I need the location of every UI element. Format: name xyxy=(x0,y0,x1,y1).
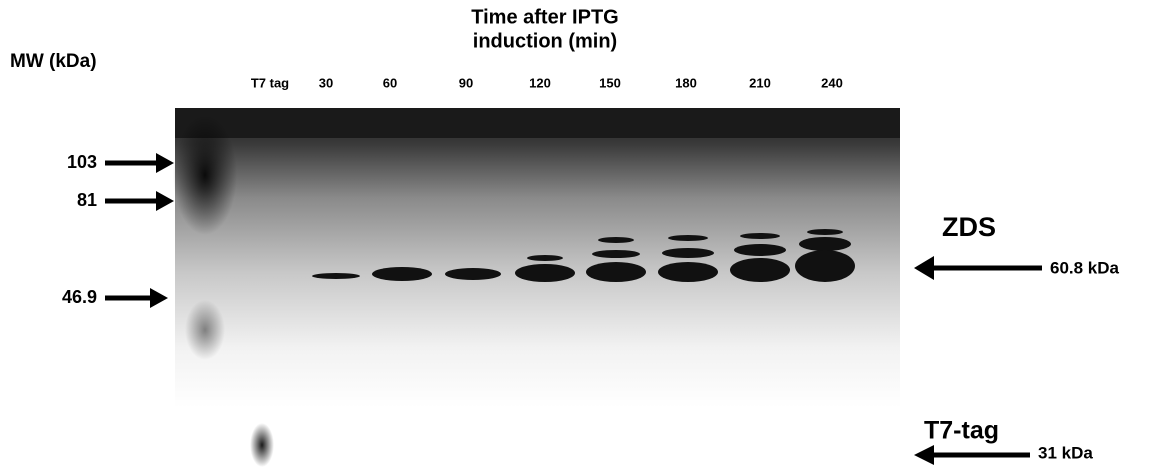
zds-label: ZDS xyxy=(942,212,996,242)
lane-label: 30 xyxy=(319,75,333,90)
lane-label: T7 tag xyxy=(251,75,289,90)
title-line: Time after IPTG xyxy=(471,6,618,28)
arrows xyxy=(105,153,1042,465)
zds-size: 60.8 kDa xyxy=(1050,258,1120,277)
marker-label: 81 xyxy=(77,190,97,210)
lane-label: 120 xyxy=(529,75,551,90)
lane-label: 240 xyxy=(821,75,843,90)
lane-label: 180 xyxy=(675,75,697,90)
lane-label: 90 xyxy=(459,75,473,90)
lane-label: 210 xyxy=(749,75,771,90)
gel xyxy=(173,108,900,467)
mw-label: MW (kDa) xyxy=(10,51,97,72)
lane-label: 150 xyxy=(599,75,621,90)
tag-size: 31 kDa xyxy=(1038,443,1093,462)
tag-label: T7-tag xyxy=(924,417,999,445)
lane-labels: T7 tag 30 60 90 120 150 180 210 240 xyxy=(251,75,843,90)
lane-label: 60 xyxy=(383,75,397,90)
marker-label: 103 xyxy=(67,152,97,172)
marker-label: 46.9 xyxy=(62,287,97,307)
title-line: induction (min) xyxy=(473,30,617,52)
